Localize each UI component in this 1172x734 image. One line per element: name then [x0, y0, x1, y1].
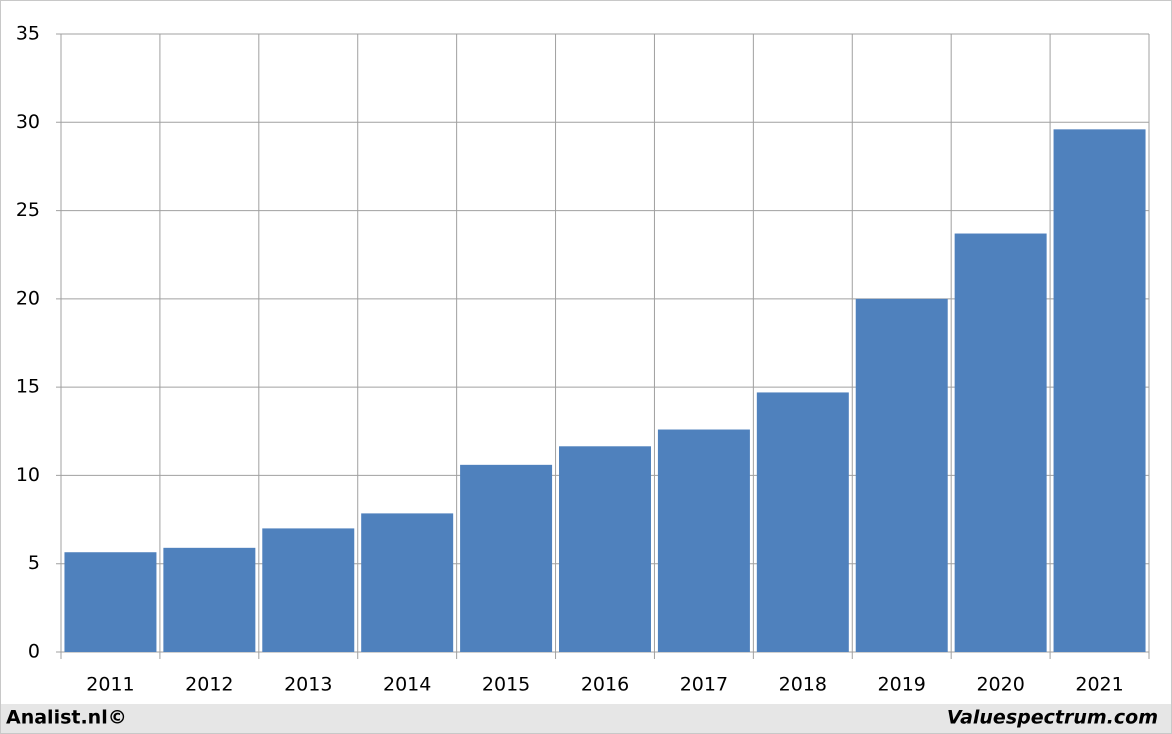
- bar: [657, 429, 750, 652]
- y-tick-label: 20: [16, 287, 40, 309]
- x-tick-label: 2014: [383, 674, 431, 696]
- bar: [163, 547, 256, 652]
- x-tick-label: 2013: [284, 674, 332, 696]
- x-tick-label: 2016: [581, 674, 629, 696]
- footer-right: Valuespectrum.com: [947, 707, 1158, 729]
- x-tick-label: 2011: [86, 674, 134, 696]
- footer-left: Analist.nl©: [6, 707, 127, 729]
- bar: [1053, 129, 1146, 652]
- y-tick-label: 25: [16, 199, 40, 221]
- y-tick-label: 35: [16, 23, 40, 45]
- x-tick-label: 2012: [185, 674, 233, 696]
- bar: [954, 233, 1047, 653]
- y-tick-label: 0: [28, 641, 40, 663]
- y-tick-label: 15: [16, 376, 40, 398]
- bar: [756, 392, 849, 652]
- bar: [855, 298, 948, 652]
- x-tick-label: 2020: [976, 674, 1024, 696]
- bar: [64, 552, 157, 652]
- x-tick-label: 2019: [878, 674, 926, 696]
- footer-band: [1, 704, 1171, 733]
- y-tick-label: 10: [16, 464, 40, 486]
- bar: [559, 446, 651, 652]
- y-tick-label: 5: [28, 552, 40, 574]
- bar: [262, 528, 355, 652]
- y-tick-label: 30: [16, 111, 40, 133]
- x-tick-label: 2017: [680, 674, 728, 696]
- bar: [361, 513, 454, 652]
- bar: [460, 464, 553, 652]
- x-tick-label: 2015: [482, 674, 530, 696]
- x-tick-label: 2021: [1075, 674, 1123, 696]
- x-tick-label: 2018: [779, 674, 827, 696]
